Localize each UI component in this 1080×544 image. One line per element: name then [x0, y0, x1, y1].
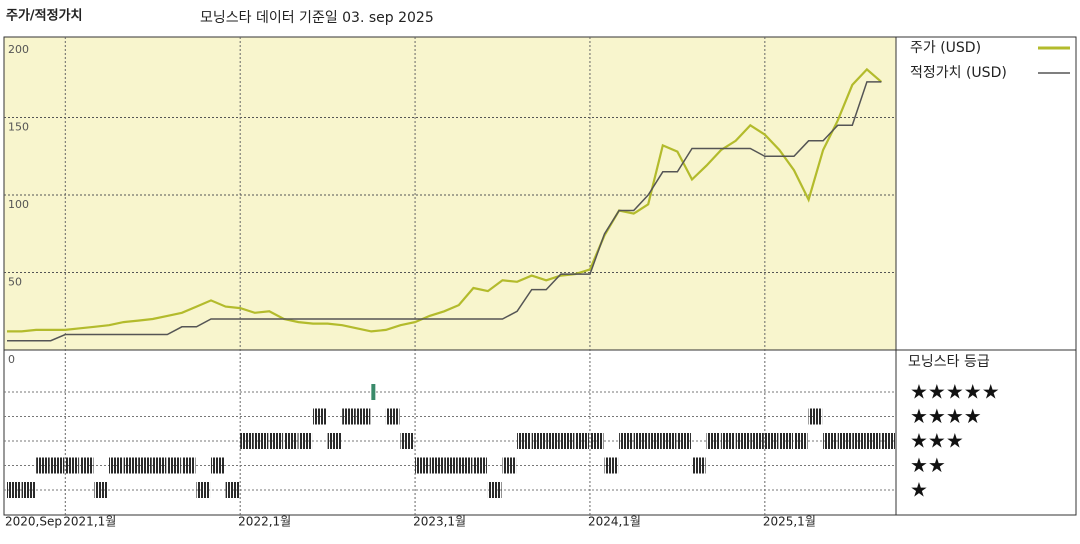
- y-tick-label: 200: [8, 43, 29, 56]
- rating-bar: [283, 433, 298, 449]
- rating-bar: [721, 433, 735, 449]
- rating-bar: [225, 482, 240, 498]
- rating-bar: [94, 482, 109, 498]
- rating-bar: [109, 457, 123, 474]
- chart-subtitle: 모닝스타 데이터 기준일 03. sep 2025: [200, 10, 434, 26]
- y-tick-label: 0: [8, 353, 15, 366]
- rating-bar: [604, 457, 619, 474]
- rating-bar: [123, 457, 138, 474]
- rating-bar: [415, 457, 429, 474]
- rating-bar: [589, 433, 604, 449]
- rating-bar: [691, 457, 706, 474]
- rating-bar: [313, 408, 327, 425]
- legend-label: 적정가치 (USD): [910, 65, 1007, 81]
- rating-bar: [473, 457, 487, 474]
- rating-bar: [793, 433, 808, 449]
- rating-bar: [7, 482, 21, 498]
- rating-bar: [21, 482, 36, 498]
- rating-bar: [560, 433, 575, 449]
- rating-bar: [211, 457, 225, 474]
- rating-bar: [546, 433, 560, 449]
- rating-bar: [735, 433, 750, 449]
- y-tick-label: 100: [8, 198, 29, 211]
- x-tick-label: 2024,1월: [588, 515, 641, 529]
- chart-title: 주가/적정가치: [6, 8, 83, 24]
- rating-bar: [138, 457, 152, 474]
- rating-label: ★★★: [910, 429, 964, 453]
- series-line: [7, 81, 882, 342]
- x-tick-label: 2021,1월: [63, 515, 116, 529]
- x-tick-label: 2025,1월: [763, 515, 816, 529]
- rating-bar: [458, 457, 473, 474]
- rating-bar: [502, 457, 517, 474]
- rating-bar: [371, 384, 376, 400]
- rating-bar: [65, 457, 79, 474]
- plot-background: [4, 37, 896, 350]
- rating-bar: [429, 457, 444, 474]
- rating-bar: [269, 433, 283, 449]
- rating-bar: [400, 433, 415, 449]
- rating-bar: [240, 433, 254, 449]
- rating-bar: [823, 433, 837, 449]
- rating-bar: [79, 457, 94, 474]
- rating-bar: [167, 457, 181, 474]
- rating-bar: [254, 433, 269, 449]
- rating-bar: [36, 457, 50, 474]
- rating-title: 모닝스타 등급: [908, 354, 990, 370]
- rating-bar: [619, 433, 633, 449]
- rating-bar: [881, 433, 895, 449]
- rating-background: [4, 350, 896, 515]
- rating-label: ★★★★★: [910, 380, 1000, 404]
- rating-bar: [648, 433, 662, 449]
- rating-bar: [181, 457, 196, 474]
- y-tick-label: 50: [8, 276, 22, 289]
- rating-bar: [444, 457, 458, 474]
- rating-bar: [866, 433, 881, 449]
- rating-bar: [677, 433, 691, 449]
- x-tick-label: 2022,1월: [238, 515, 291, 529]
- rating-bar: [706, 433, 721, 449]
- rating-label: ★: [910, 478, 928, 502]
- x-tick-label: 2020,Sep: [5, 515, 62, 529]
- x-tick-label: 2023,1월: [413, 515, 466, 529]
- rating-bar: [342, 408, 356, 425]
- rating-bar: [356, 408, 371, 425]
- rating-bar: [764, 433, 779, 449]
- rating-bar: [662, 433, 677, 449]
- rating-bar: [575, 433, 589, 449]
- rating-bar: [750, 433, 764, 449]
- rating-bar: [152, 457, 167, 474]
- rating-bar: [517, 433, 531, 449]
- rating-bar: [327, 433, 342, 449]
- rating-bar: [50, 457, 65, 474]
- rating-bar: [196, 482, 211, 498]
- rating-bar: [633, 433, 648, 449]
- rating-bar: [531, 433, 546, 449]
- legend-label: 주가 (USD): [910, 40, 981, 56]
- rating-bar: [852, 433, 866, 449]
- rating-bar: [385, 408, 400, 425]
- rating-label: ★★★★: [910, 404, 982, 428]
- rating-bar: [298, 433, 313, 449]
- rating-bar: [837, 433, 852, 449]
- frame: [3, 36, 1077, 516]
- rating-label: ★★: [910, 453, 946, 477]
- series-line: [7, 67, 883, 333]
- rating-bar: [779, 433, 793, 449]
- rating-bar: [487, 482, 502, 498]
- y-tick-label: 150: [8, 121, 29, 134]
- rating-bar: [808, 408, 823, 425]
